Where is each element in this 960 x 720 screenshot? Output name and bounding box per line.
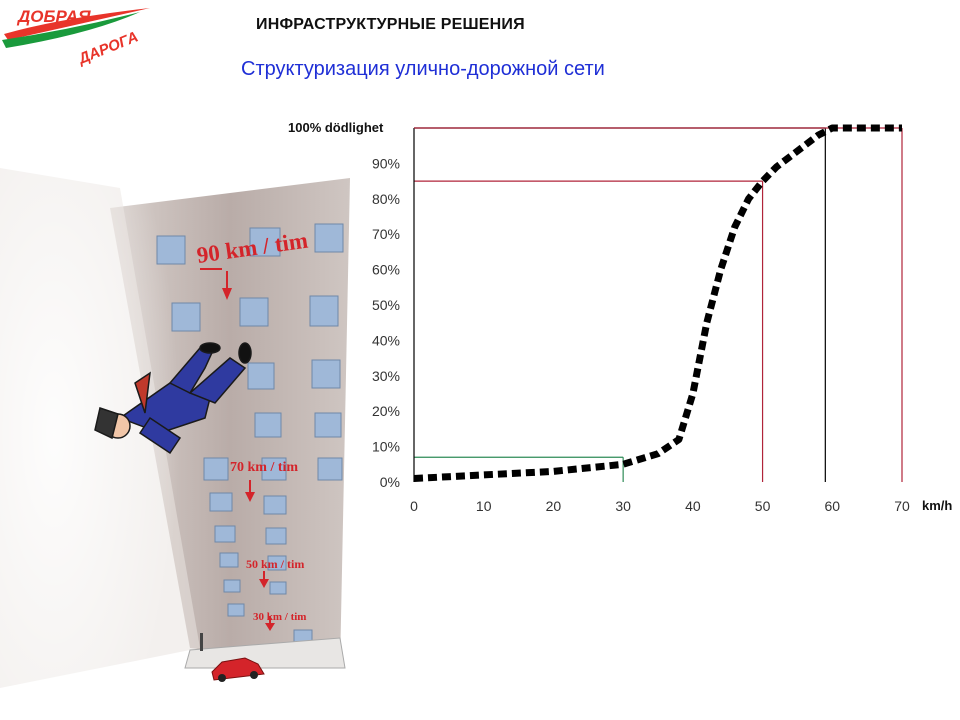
logo-line1: ДОБРАЯ: [16, 7, 91, 26]
red-car: [211, 657, 265, 682]
y-tick-label: 50%: [372, 297, 400, 313]
y-axis-label: 100% dödlighet: [288, 120, 384, 135]
y-tick-label: 80%: [372, 191, 400, 207]
speed-label-30: 30 km / tim: [253, 611, 306, 623]
y-tick-label: 60%: [372, 262, 400, 278]
logo-line2: ДАРОГА: [74, 28, 140, 68]
logo-swoosh-green: [2, 12, 140, 48]
falling-man-illustration: 90 km / tim 70 km / tim 50 km / tim 30 k…: [0, 168, 350, 698]
speed-label-50: 50 km / tim: [246, 557, 304, 571]
y-tick-label: 20%: [372, 403, 400, 419]
y-tick-label: 10%: [372, 439, 400, 455]
y-tick-label: 90%: [372, 155, 400, 171]
fall-arrows: [222, 271, 275, 631]
y-tick-label: 30%: [372, 368, 400, 384]
page-subtitle: Структуризация улично-дорожной сети: [241, 58, 605, 80]
x-axis-label: km/h: [922, 498, 952, 513]
y-tick-label: 0%: [380, 474, 400, 490]
speed-label-70: 70 km / tim: [230, 460, 298, 475]
fatality-curve: [413, 124, 902, 482]
x-tick-label: 0: [410, 498, 418, 514]
fatality-chart: 0% 10% 20% 30% 40% 50% 60% 70% 80% 90% 0 10 20 30 40 50…: [280, 110, 960, 520]
x-tick-label: 20: [546, 498, 562, 514]
x-tick-label: 60: [824, 498, 840, 514]
logo-swoosh-red: [4, 8, 150, 40]
x-tick-label: 30: [615, 498, 631, 514]
page-title: ИНФРАСТРУКТУРНЫЕ РЕШЕНИЯ: [256, 16, 525, 33]
x-tick-label: 50: [755, 498, 771, 514]
x-tick-label: 70: [894, 498, 910, 514]
y-tick-label: 40%: [372, 332, 400, 348]
x-tick-label: 40: [685, 498, 701, 514]
building-windows: [156, 223, 344, 643]
falling-man: [94, 342, 252, 455]
y-tick-label: 70%: [372, 226, 400, 242]
x-tick-label: 10: [476, 498, 492, 514]
logo: ДОБРАЯ ДАРОГА: [0, 0, 160, 70]
